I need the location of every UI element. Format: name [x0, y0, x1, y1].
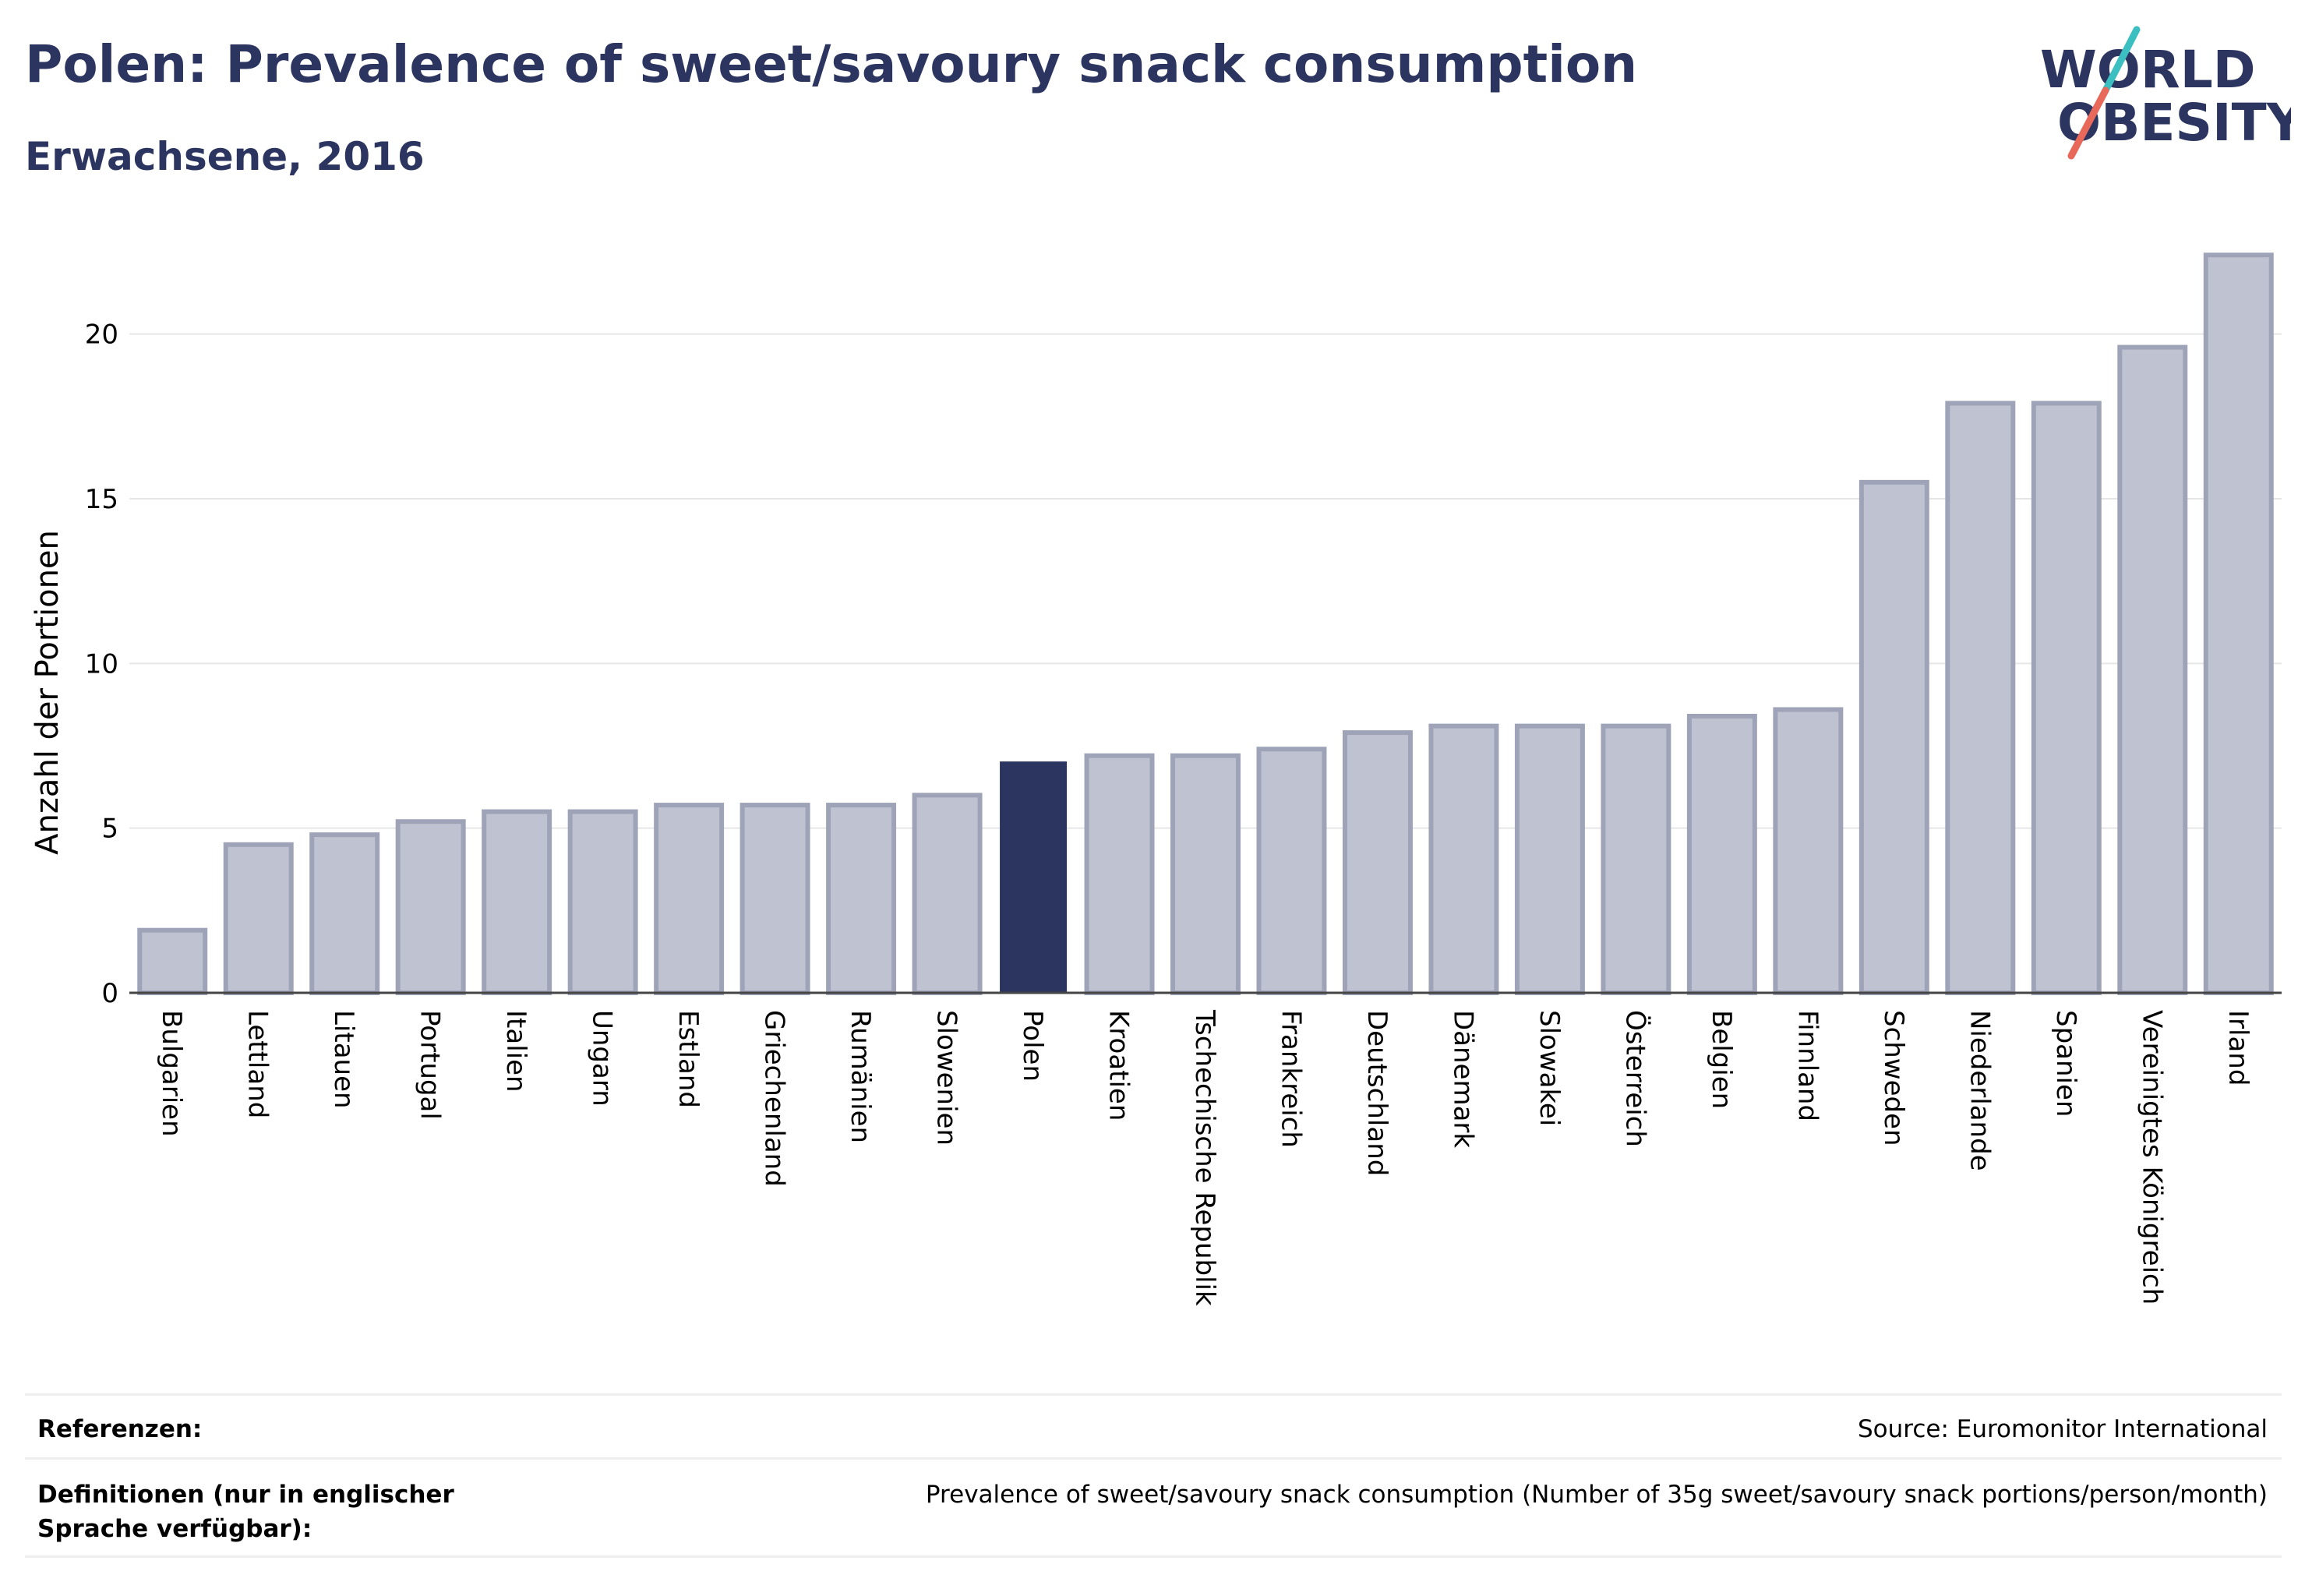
y-tick-label: 10: [85, 648, 118, 680]
x-tick-label: Schweden: [1878, 1010, 1909, 1146]
bar-ungarn: [567, 809, 638, 995]
bar-bulgarien: [137, 927, 208, 996]
references-value: Source: Euromonitor International: [1857, 1415, 2268, 1443]
bar-finnland: [1773, 707, 1844, 995]
footer-divider-middle: [25, 1457, 2282, 1460]
x-tick-label: Tschechische Republik: [1189, 1009, 1220, 1306]
bar-irland: [2203, 252, 2274, 995]
x-tick-label: Estland: [672, 1010, 704, 1108]
bar-belgien: [1686, 713, 1757, 996]
y-axis-ticks: 0 5 10 15 20: [85, 320, 118, 1009]
bar-slowakei: [1514, 723, 1585, 995]
x-tick-label: Österreich: [1619, 1010, 1651, 1147]
bar-lettland: [223, 842, 294, 996]
bar-slowenien: [912, 793, 983, 996]
x-tick-label: Rumänien: [845, 1010, 876, 1143]
bar-griechenland: [740, 803, 810, 995]
x-tick-label: Dänemark: [1447, 1010, 1478, 1148]
bars: [137, 252, 2274, 996]
bar-litauen: [309, 832, 380, 995]
x-tick-label: Litauen: [328, 1010, 359, 1109]
y-tick-label: 0: [101, 978, 118, 1009]
x-tick-label: Irland: [2222, 1010, 2254, 1086]
bar-estland: [654, 803, 725, 995]
x-tick-label: Portugal: [415, 1010, 446, 1120]
x-tick-label: Belgien: [1706, 1010, 1737, 1109]
x-tick-label: Griechenland: [759, 1010, 790, 1187]
x-tick-label: Niederlande: [1964, 1010, 1995, 1171]
y-tick-label: 5: [101, 814, 118, 845]
world-obesity-logo: WORLD OBESITY: [2040, 26, 2291, 160]
x-tick-label: Slowakei: [1534, 1010, 1565, 1126]
chart-subtitle: Erwachsene, 2016: [25, 134, 425, 179]
references-label: Referenzen:: [37, 1415, 203, 1443]
bar-spanien: [2031, 401, 2102, 995]
y-axis-label: Anzahl der Portionen: [30, 530, 65, 855]
bar-polen: [1000, 761, 1068, 994]
bar-chart: 0 5 10 15 20 Bulgarien Lettland Litauen Portuga…: [30, 252, 2282, 1306]
x-tick-label: Finnland: [1791, 1010, 1823, 1121]
bar-tschechische-republik: [1170, 753, 1241, 995]
bar-niederlande: [1945, 401, 2016, 995]
logo-slash-bottom: [2067, 87, 2109, 160]
x-tick-label: Bulgarien: [156, 1010, 187, 1137]
footer-divider-bottom: [25, 1555, 2282, 1558]
y-tick-label: 15: [85, 484, 118, 515]
bar-österreich: [1601, 723, 1671, 995]
x-tick-label: Lettland: [242, 1010, 274, 1118]
footer-divider-top: [25, 1393, 2282, 1396]
y-tick-label: 20: [85, 320, 118, 351]
bar-schweden: [1858, 479, 1929, 995]
x-tick-label: Spanien: [2050, 1010, 2081, 1117]
bar-dänemark: [1428, 723, 1499, 995]
definitions-value: Prevalence of sweet/savoury snack consum…: [925, 1481, 2268, 1509]
bar-frankreich: [1256, 747, 1327, 996]
bar-portugal: [395, 819, 466, 996]
chart-title: Polen: Prevalence of sweet/savoury snack…: [25, 34, 1638, 94]
bar-italien: [482, 809, 552, 995]
logo-slash-top: [2102, 26, 2141, 94]
bar-kroatien: [1084, 753, 1155, 995]
x-tick-label: Italien: [500, 1010, 531, 1093]
definitions-label: Definitionen (nur in englischer Sprache …: [37, 1481, 454, 1543]
x-tick-label: Slowenien: [931, 1010, 962, 1146]
x-tick-label: Deutschland: [1361, 1010, 1393, 1176]
x-tick-label: Vereinigtes Königreich: [2136, 1010, 2167, 1305]
x-tick-label: Polen: [1017, 1010, 1048, 1082]
bar-rumänien: [826, 803, 897, 995]
x-tick-label: Ungarn: [587, 1010, 618, 1107]
logo-text-world: WORLD: [2040, 40, 2256, 100]
x-tick-label: Kroatien: [1103, 1010, 1135, 1121]
x-axis-ticks: Bulgarien Lettland Litauen Portugal Italien U…: [156, 1009, 2254, 1306]
bar-vereinigtes-königreich: [2117, 344, 2188, 996]
bar-deutschland: [1342, 730, 1413, 995]
x-tick-label: Frankreich: [1275, 1010, 1306, 1148]
